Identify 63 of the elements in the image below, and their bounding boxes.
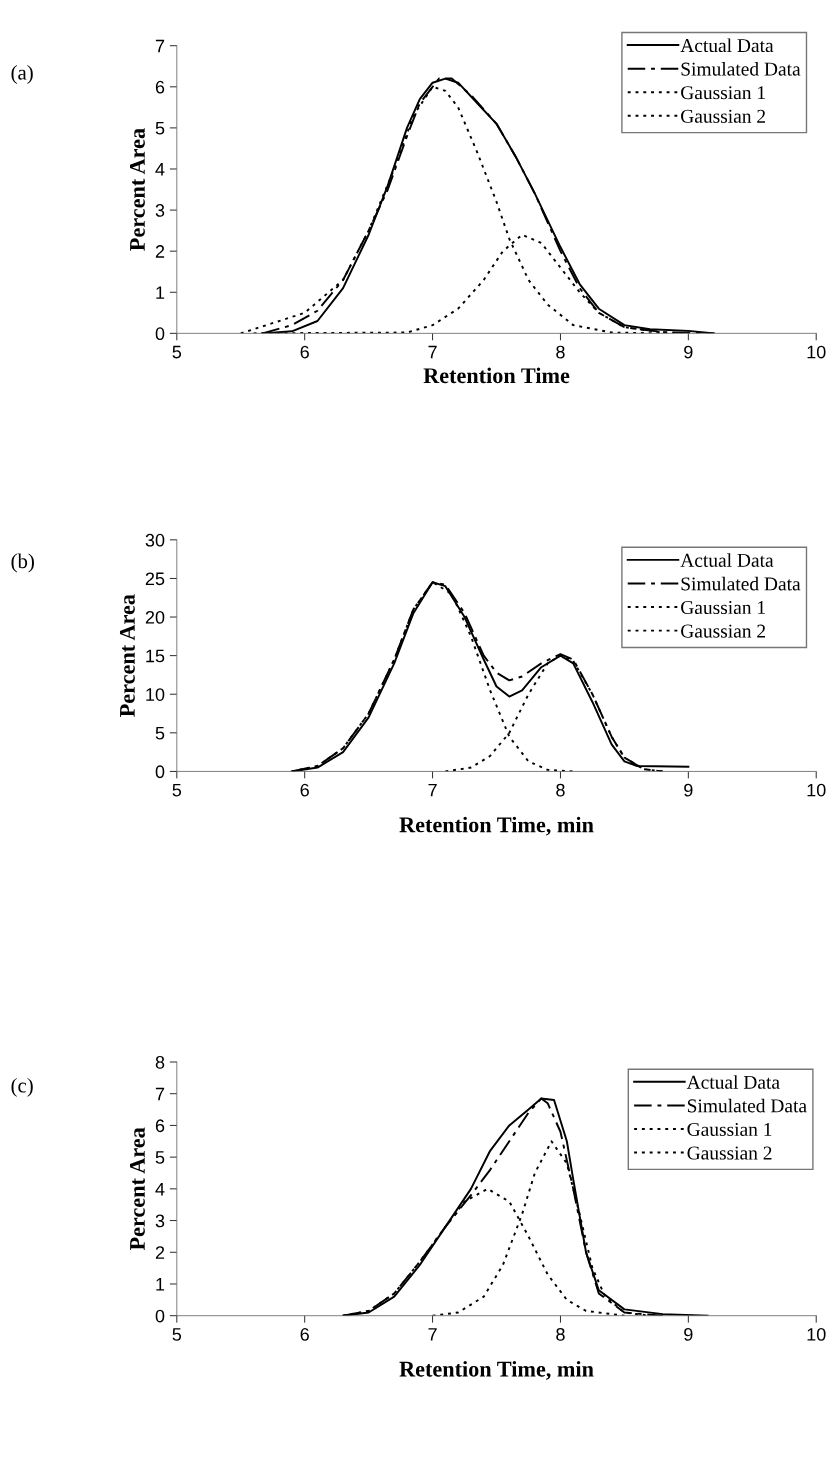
x-tick-label: 9 xyxy=(684,1327,693,1341)
y-tick-label: 15 xyxy=(146,649,165,663)
y-tick-label: 6 xyxy=(155,1119,165,1133)
x-tick-label: 5 xyxy=(172,1328,182,1341)
y-tick-label: 7 xyxy=(155,1087,165,1101)
y-tick-label: 20 xyxy=(145,610,165,624)
legend-label: Gaussian 1 xyxy=(681,601,765,615)
x-tick-label: 7 xyxy=(428,1328,437,1341)
legend-label: Actual Data xyxy=(680,553,774,567)
y-tick-label: 3 xyxy=(155,1214,165,1228)
y-tick-label: 2 xyxy=(155,245,165,258)
y-tick-label: 1 xyxy=(156,1278,165,1291)
x-tick-label: 8 xyxy=(556,345,565,359)
x-tick-label: 8 xyxy=(556,1327,565,1341)
x-tick-label: 5 xyxy=(172,783,182,797)
text: (a) xyxy=(11,65,33,84)
y-tick-label: 4 xyxy=(155,163,165,176)
x-tick-label: 10 xyxy=(807,783,826,797)
legend-label: Gaussian 2 xyxy=(687,1146,772,1160)
x-tick-label: 6 xyxy=(300,1327,309,1341)
legend-label: Actual Data xyxy=(680,38,774,53)
x-tick-label: 9 xyxy=(684,345,693,359)
x-tick-label: 7 xyxy=(428,783,437,797)
y-tick-label: 0 xyxy=(155,327,165,341)
y-tick-label: 5 xyxy=(155,122,165,135)
y-tick-label: 5 xyxy=(155,726,165,740)
y-axis-title: Percent Area xyxy=(119,594,135,717)
y-axis-title: Percent Area xyxy=(130,128,145,251)
y-tick-label: 30 xyxy=(145,533,165,547)
x-axis-title: Retention Time xyxy=(423,367,570,384)
legend-label: Simulated Data xyxy=(681,61,801,76)
y-tick-label: 6 xyxy=(155,80,165,94)
x-tick-label: 6 xyxy=(300,783,309,797)
y-tick-label: 1 xyxy=(156,286,165,299)
legend-label: Gaussian 2 xyxy=(681,109,766,123)
x-tick-label: 5 xyxy=(172,345,182,359)
y-tick-label: 0 xyxy=(155,1309,165,1323)
legend-label: Simulated Data xyxy=(687,1098,807,1113)
y-tick-label: 4 xyxy=(155,1182,165,1196)
x-tick-label: 6 xyxy=(300,345,309,359)
y-tick-label: 7 xyxy=(155,39,165,53)
y-tick-label: 0 xyxy=(155,765,165,779)
x-tick-label: 7 xyxy=(428,345,437,359)
text: (c) xyxy=(11,1077,33,1097)
legend-label: Gaussian 1 xyxy=(681,86,765,100)
x-axis-title: Retention Time, min xyxy=(399,816,594,836)
x-axis-title: Retention Time, min xyxy=(399,1361,594,1380)
x-tick-label: 9 xyxy=(684,783,693,797)
y-tick-label: 8 xyxy=(155,1055,165,1069)
y-tick-label: 2 xyxy=(155,1246,165,1259)
legend-label: Actual Data xyxy=(686,1075,780,1089)
text: (b) xyxy=(11,553,34,573)
y-tick-label: 5 xyxy=(155,1151,165,1164)
x-tick-label: 8 xyxy=(556,783,565,797)
y-tick-label: 25 xyxy=(145,572,165,586)
y-tick-label: 10 xyxy=(146,688,165,701)
y-axis-title: Percent Area xyxy=(130,1127,145,1251)
y-tick-label: 3 xyxy=(155,204,165,217)
legend-label: Simulated Data xyxy=(681,576,801,591)
x-tick-label: 10 xyxy=(807,1327,826,1341)
legend-label: Gaussian 1 xyxy=(687,1122,772,1136)
legend-label: Gaussian 2 xyxy=(681,624,766,638)
x-tick-label: 10 xyxy=(807,345,826,359)
